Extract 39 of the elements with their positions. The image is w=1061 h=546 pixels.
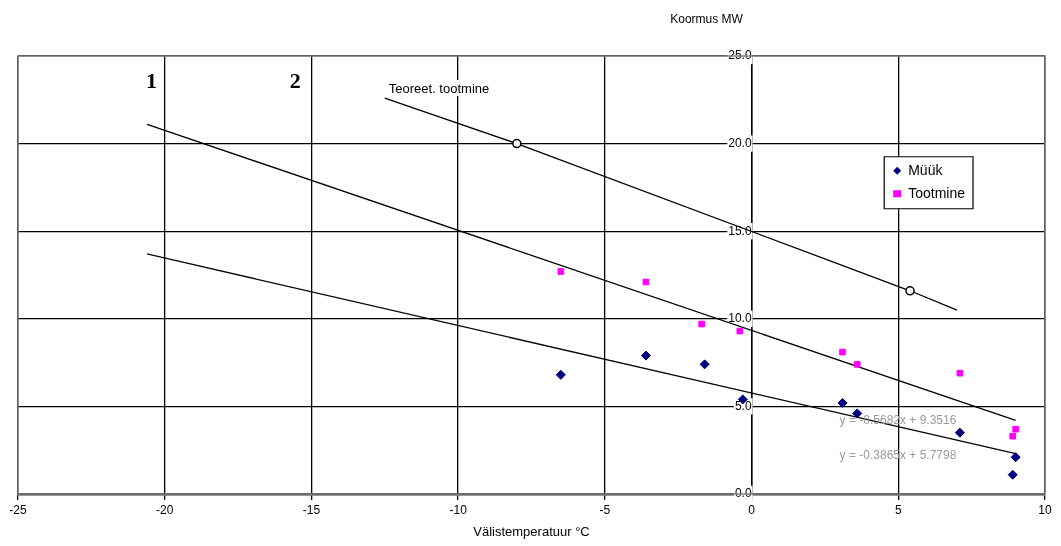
point xyxy=(699,359,710,370)
point xyxy=(956,369,964,377)
series-label: Teoreet. tootmine xyxy=(388,81,490,97)
point xyxy=(557,268,565,275)
x-tick-label: -5 xyxy=(599,502,611,517)
point xyxy=(555,369,566,380)
annotation: 2 xyxy=(289,67,301,93)
legend-label: Müük xyxy=(908,161,944,178)
y-axis-title: Koormus MW xyxy=(670,12,744,27)
point xyxy=(642,278,650,286)
point xyxy=(640,350,651,361)
point xyxy=(839,348,846,356)
y-tick-label: 20.0 xyxy=(728,135,752,150)
point xyxy=(736,327,744,335)
x-tick-label: -25 xyxy=(9,502,27,517)
x-tick-label: 0 xyxy=(748,502,756,517)
point xyxy=(1012,425,1019,433)
point xyxy=(1010,452,1021,463)
x-tick-label: -20 xyxy=(156,502,174,517)
point xyxy=(1007,469,1018,480)
point xyxy=(1009,432,1017,440)
y-tick-label: 25.0 xyxy=(728,48,752,63)
x-tick-label: 10 xyxy=(1038,502,1052,517)
y-tick-label: 0.0 xyxy=(734,486,752,501)
point xyxy=(512,138,522,149)
x-tick-label: -15 xyxy=(302,502,321,517)
legend-label: Tootmine xyxy=(908,184,966,201)
point xyxy=(698,320,706,328)
annotation: 1 xyxy=(146,67,158,93)
point xyxy=(837,397,848,408)
point xyxy=(954,427,965,438)
y-tick-label: 5.0 xyxy=(734,398,752,413)
point xyxy=(905,286,915,296)
x-tick-label: -10 xyxy=(449,502,468,517)
y-tick-label: 15.0 xyxy=(728,223,752,238)
x-axis-title: Välistemperatuur °C xyxy=(473,523,590,539)
x-tick-label: 5 xyxy=(894,502,902,517)
point xyxy=(853,361,861,368)
y-tick-label: 10.0 xyxy=(728,311,752,326)
